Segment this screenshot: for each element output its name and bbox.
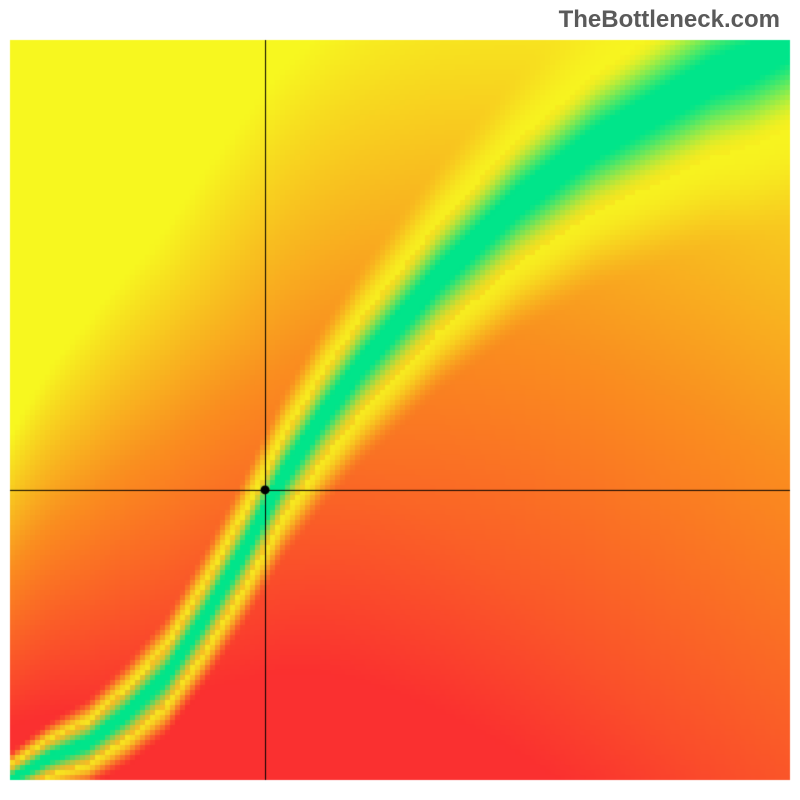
bottleneck-heatmap	[0, 0, 800, 800]
watermark-text: TheBottleneck.com	[559, 6, 780, 34]
